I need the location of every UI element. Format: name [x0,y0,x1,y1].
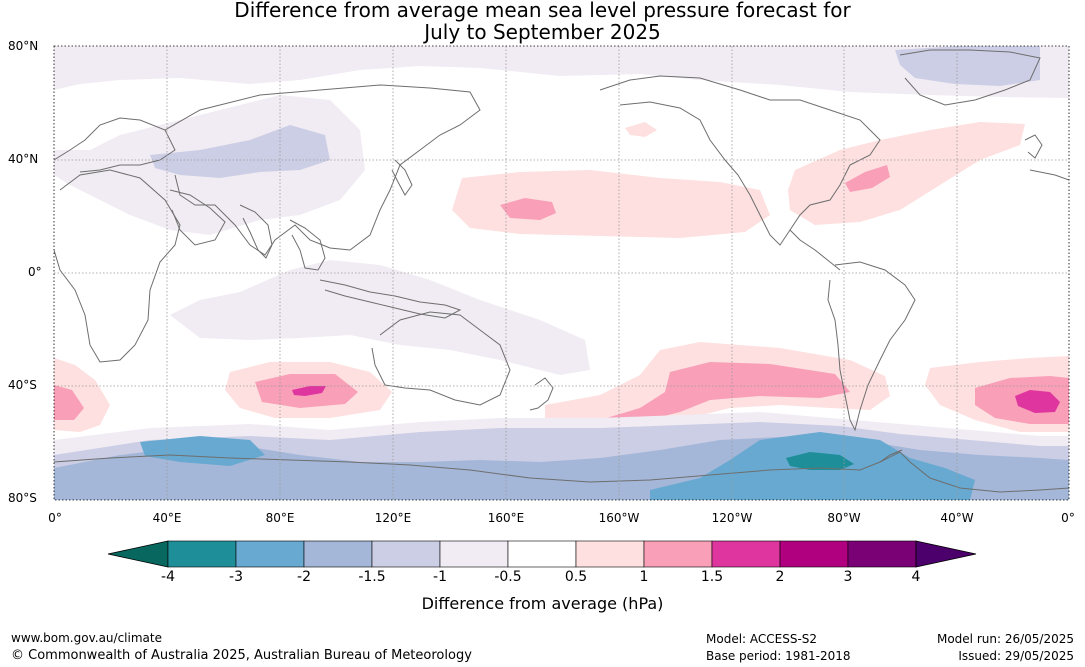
lat-label-40s: 40°S [8,378,37,392]
footer-copyright: © Commonwealth of Australia 2025, Austra… [11,648,472,663]
colorbar-segment [711,540,781,568]
greenland-negative-region [895,46,1040,86]
colorbar-tick-label: 3 [843,569,853,585]
asia-coastline [164,84,481,256]
north-pacific-positive-region [452,170,770,238]
south-pacific-positive-core [600,362,850,428]
north-pacific-positive-core [500,198,556,220]
new-zealand-coastline [529,377,554,411]
colorbar-extend-low [107,540,169,568]
footer-url: www.bom.gov.au/climate [11,631,162,645]
lat-label-80s: 80°S [8,491,37,505]
colorbar-extend-high [915,540,977,568]
lon-label-120e: 120°E [374,511,412,525]
south-indian-strong-core [292,386,326,396]
map-title-line2: July to September 2025 [424,20,661,44]
lon-label-80e: 80°E [265,511,295,525]
lon-label-80w: 80°W [827,511,861,525]
lon-label-40w: 40°W [940,511,974,525]
footer-model: Model: ACCESS-S2 [706,632,818,646]
west-africa-coastline [1029,169,1069,181]
colorbar-segment [303,540,373,568]
south-atlantic-strong-core [1015,390,1060,413]
colorbar-segment [235,540,305,568]
colorbar-segment [507,540,577,568]
africa-coastline [54,169,181,363]
colorbar-tick-label: 0.5 [564,569,588,585]
footer-base-period: Base period: 1981-2018 [706,649,851,663]
colorbar-tick-label: -2 [297,569,311,585]
graticule [54,46,1069,500]
lon-label-160e: 160°E [487,511,525,525]
map-title-line1: Difference from average mean sea level p… [234,0,851,22]
colorbar-tick-label: 4 [911,569,921,585]
australia-coastline [371,311,511,406]
coastlines [54,49,1069,493]
colorbar-tick-label: 2 [775,569,785,585]
central-america-coastline [789,229,841,271]
lon-label-0-right: 0° [1061,511,1075,525]
arabia-coastline [169,189,226,246]
uk-coastline [1024,134,1043,159]
lon-label-40e: 40°E [152,511,182,525]
indonesia-coastline [319,279,462,319]
lat-label-0: 0° [28,265,42,279]
south-africa-positive-core [54,385,84,420]
colorbar-tick-label: -1 [433,569,447,585]
north-atlantic-positive-core [845,165,890,192]
map-frame [53,45,1070,501]
colorbar-tick-label: -3 [229,569,243,585]
japan-coastline [391,159,413,196]
lat-label-40n: 40°N [8,152,39,166]
antarctica-coastline [54,451,1069,493]
colorbar-tick-label: -1.5 [358,569,386,585]
lon-label-160w: 160°W [598,511,640,525]
lon-label-120w: 120°W [711,511,753,525]
colorbar-tick-label: -4 [161,569,175,585]
colorbar-segment [847,540,917,568]
colorbar-segment [371,540,441,568]
indian-ocean-negative-region [170,260,590,375]
india-coastline [239,204,273,259]
amundsen-core-negative [786,452,854,470]
antarctic-peninsula-coastline [879,449,903,463]
indochina-coastline [289,219,326,271]
footer-issued: Issued: 29/05/2025 [958,649,1074,663]
north-atlantic-positive-region [788,122,1025,225]
colorbar-tick-label: 1 [639,569,649,585]
colorbar-title: Difference from average (hPa) [421,594,664,613]
colorbar-tick-label: -0.5 [494,569,522,585]
north-america-coastline [599,75,881,246]
lat-label-80n: 80°N [8,39,39,53]
colorbar-segment [167,540,237,568]
colorbar-segment [575,540,645,568]
colorbar-segment [439,540,509,568]
footer-model-run: Model run: 26/05/2025 [936,632,1074,646]
arctic-negative-region [54,46,1069,98]
south-america-coastline [827,261,916,432]
anomaly-contours [54,46,1069,500]
north-pacific-small-positive [625,122,657,137]
colorbar-segment [643,540,713,568]
colorbar-tick-label: 1.5 [700,569,724,585]
colorbar-segment [779,540,849,568]
central-asia-negative-core [150,125,330,178]
lon-label-0-left: 0° [48,511,62,525]
